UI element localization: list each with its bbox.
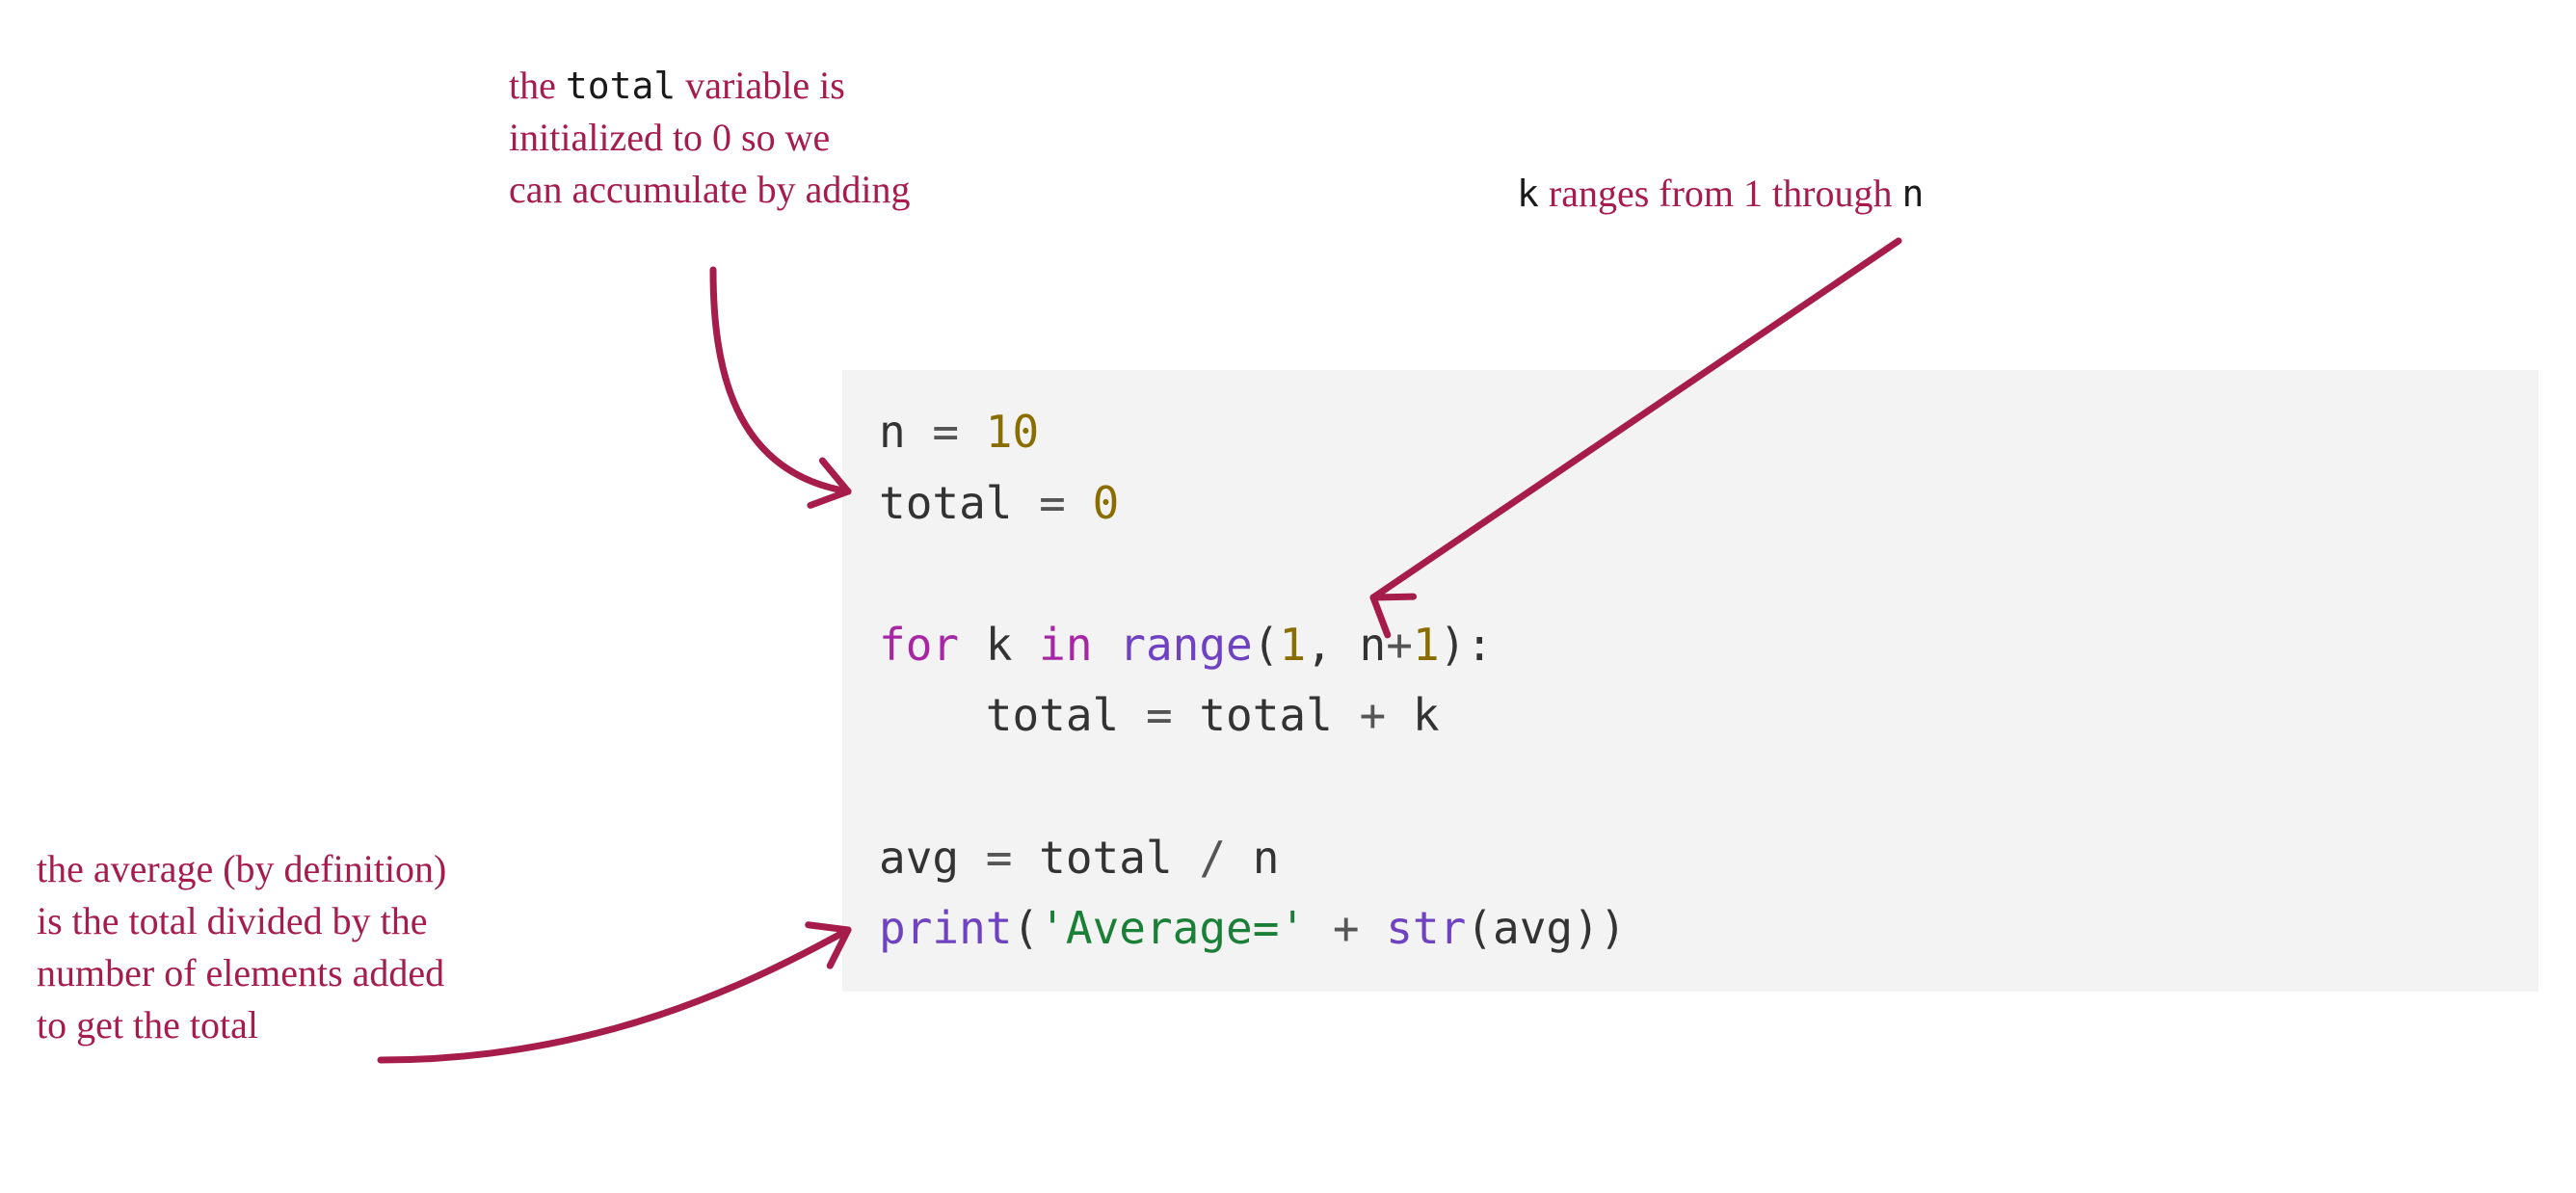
code-line: print('Average=' + str(avg)) <box>879 893 2502 965</box>
code-token: str <box>1386 902 1466 954</box>
code-token: / <box>1199 832 1252 884</box>
code-token: in <box>1039 619 1119 671</box>
code-token: ( <box>1012 902 1039 954</box>
code-token: n <box>879 406 932 458</box>
code-token: + <box>1360 689 1413 741</box>
code-token: 0 <box>1093 477 1120 529</box>
arrow-top <box>713 270 848 491</box>
code-token: = <box>932 406 985 458</box>
code-line: for k in range(1, n+1): <box>879 610 2502 681</box>
code-token: + <box>1386 619 1413 671</box>
code-token: + <box>1306 902 1386 954</box>
code-token: = <box>1146 689 1199 741</box>
code-block: n = 10total = 0 for k in range(1, n+1): … <box>842 370 2538 992</box>
arrow-left <box>381 930 848 1060</box>
code-token: 'Average=' <box>1039 902 1306 954</box>
code-token: = <box>1039 477 1092 529</box>
code-token: , n <box>1306 619 1386 671</box>
annotation-total-init: the total variable is initialized to 0 s… <box>509 60 910 216</box>
code-token: (avg)) <box>1466 902 1626 954</box>
code-token: avg <box>879 832 986 884</box>
code-token: for <box>879 619 986 671</box>
code-line <box>879 539 2502 610</box>
code-token: k <box>986 619 1039 671</box>
code-token <box>879 760 906 812</box>
code-token: total <box>879 477 1039 529</box>
code-token <box>879 547 906 599</box>
code-token: ): <box>1440 619 1493 671</box>
code-token: total <box>1199 689 1359 741</box>
code-line: total = total + k <box>879 680 2502 752</box>
annotation-k-range: k ranges from 1 through n <box>1517 168 1924 220</box>
code-token: total <box>1039 832 1199 884</box>
code-line <box>879 752 2502 823</box>
code-token: print <box>879 902 1012 954</box>
annotation-average-def: the average (by definition) is the total… <box>37 843 446 1051</box>
code-line: total = 0 <box>879 468 2502 540</box>
code-token: = <box>986 832 1039 884</box>
code-token: ( <box>1253 619 1280 671</box>
code-token: n <box>1253 832 1280 884</box>
code-token: range <box>1119 619 1252 671</box>
code-line: avg = total / n <box>879 823 2502 894</box>
code-token: k <box>1413 689 1440 741</box>
code-line: n = 10 <box>879 397 2502 468</box>
code-token: 1 <box>1279 619 1306 671</box>
code-token: 10 <box>986 406 1039 458</box>
code-token: total <box>879 689 1146 741</box>
code-token: 1 <box>1413 619 1440 671</box>
